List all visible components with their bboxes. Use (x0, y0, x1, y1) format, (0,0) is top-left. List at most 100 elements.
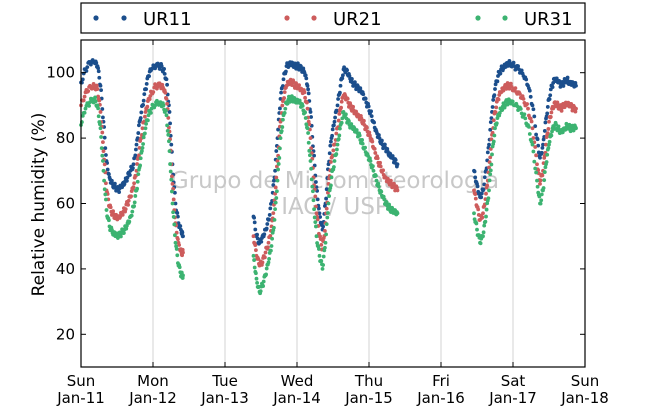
x-tick-label-day: Sun (67, 372, 96, 390)
data-point (314, 204, 318, 209)
data-point (151, 90, 156, 94)
data-point (284, 69, 288, 74)
legend-marker (93, 15, 99, 21)
data-point (253, 227, 258, 232)
data-point (82, 110, 87, 115)
data-point (308, 110, 313, 114)
data-point (254, 271, 258, 276)
data-point (380, 138, 384, 143)
data-point (488, 127, 493, 132)
data-point (278, 96, 283, 101)
data-point (319, 242, 324, 247)
data-point (494, 121, 499, 126)
data-point (530, 126, 535, 131)
data-point (481, 234, 485, 239)
data-point (300, 103, 305, 108)
x-tick-label-date: Jan-18 (560, 389, 609, 407)
data-point (101, 159, 105, 163)
data-point (360, 137, 364, 142)
y-axis-label: Relative humidity (%) (29, 113, 49, 297)
x-tick-label-date: Jan-14 (272, 389, 321, 407)
data-point (164, 113, 169, 118)
data-point (177, 265, 182, 270)
legend-marker (502, 15, 508, 21)
data-point (313, 194, 318, 199)
data-point (487, 188, 491, 193)
data-point (311, 198, 316, 203)
data-point (484, 214, 488, 219)
data-point (173, 190, 177, 195)
data-point (89, 62, 93, 67)
data-point (97, 75, 102, 80)
data-point (143, 126, 148, 131)
data-point (381, 168, 385, 173)
data-point (378, 160, 382, 165)
data-point (264, 272, 268, 277)
data-point (137, 153, 141, 158)
data-point (265, 222, 270, 226)
legend-label: UR11 (143, 9, 192, 30)
data-point (513, 86, 518, 91)
data-point (108, 205, 113, 210)
data-point (368, 159, 373, 163)
data-point (136, 131, 141, 135)
data-point (533, 145, 538, 149)
data-point (309, 166, 313, 171)
data-point (278, 136, 283, 141)
data-point (107, 218, 111, 223)
data-point (321, 254, 326, 259)
data-point (251, 234, 256, 239)
data-point (350, 76, 354, 81)
data-point (518, 107, 523, 111)
data-point (272, 225, 276, 230)
data-point (487, 165, 491, 170)
data-point (498, 71, 503, 76)
data-point (492, 133, 497, 138)
data-point (102, 162, 107, 167)
data-point (523, 116, 528, 121)
data-point (541, 142, 545, 147)
data-point (481, 187, 486, 192)
data-point (132, 204, 137, 209)
data-point (173, 240, 178, 245)
data-point (119, 234, 123, 239)
data-point (273, 168, 277, 173)
data-point (365, 125, 369, 130)
data-point (303, 116, 308, 120)
data-point (303, 73, 308, 78)
data-point (181, 250, 185, 255)
data-point (496, 97, 501, 102)
data-point (147, 97, 152, 102)
data-point (176, 214, 180, 219)
data-point (133, 153, 138, 158)
data-point (282, 90, 287, 95)
data-point (308, 159, 313, 163)
data-point (321, 263, 325, 267)
series-UR21 (79, 77, 578, 268)
data-point (168, 162, 173, 166)
data-point (107, 172, 111, 177)
legend-marker (284, 15, 290, 21)
data-point (127, 219, 132, 224)
data-point (518, 92, 522, 96)
data-point (125, 178, 129, 183)
data-point (574, 126, 578, 131)
data-point (123, 207, 128, 212)
data-point (171, 210, 176, 215)
data-point (509, 81, 513, 86)
data-point (314, 224, 318, 229)
data-point (258, 289, 263, 294)
data-point (306, 87, 310, 92)
data-point (167, 149, 172, 154)
data-point (535, 184, 540, 189)
legend-entry-UR21: UR21 (284, 9, 382, 30)
data-point (305, 126, 310, 131)
data-point (543, 165, 548, 170)
data-point (541, 186, 546, 190)
data-point (93, 99, 98, 104)
data-point (483, 219, 488, 224)
data-point (101, 149, 106, 154)
data-point (474, 221, 479, 226)
data-point (305, 100, 309, 105)
data-point (126, 198, 131, 203)
